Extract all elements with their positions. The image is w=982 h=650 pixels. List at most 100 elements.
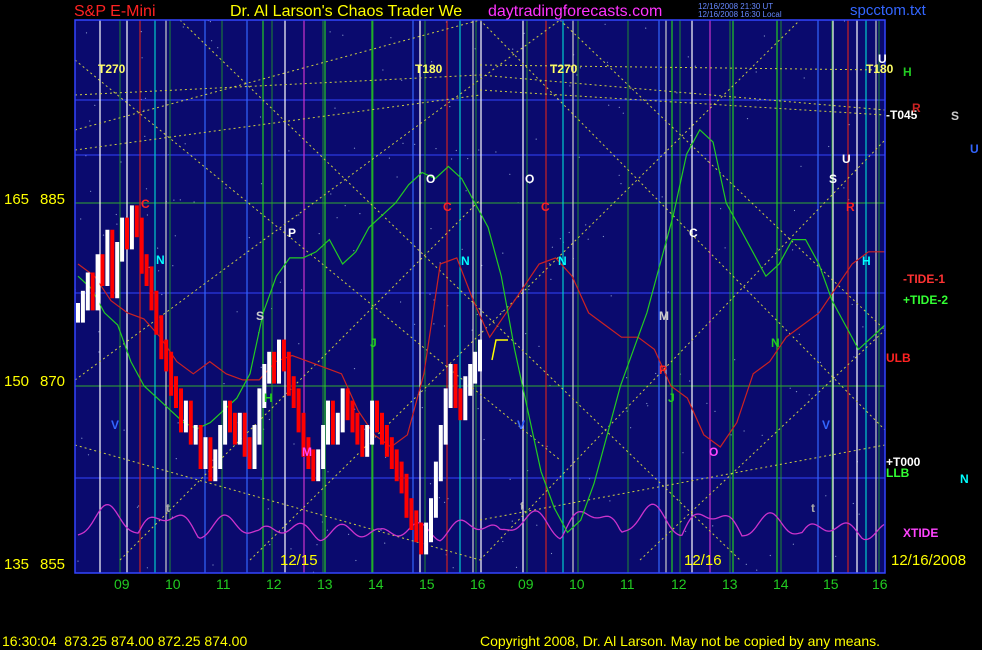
star	[115, 213, 117, 216]
star	[173, 199, 175, 201]
date-label-1216: 12/16	[684, 552, 722, 569]
star	[576, 74, 578, 76]
star	[184, 143, 186, 145]
star	[477, 408, 479, 410]
star	[316, 544, 318, 546]
star	[438, 497, 440, 499]
diagonal-line	[479, 20, 885, 431]
star	[502, 540, 504, 543]
star	[161, 293, 163, 296]
x-tick-label: 13	[317, 576, 333, 592]
symbol-title: S&P E-Mini	[74, 3, 156, 20]
star	[334, 107, 336, 109]
star	[769, 554, 771, 557]
star	[138, 505, 140, 507]
tide2-line	[77, 128, 885, 534]
star	[326, 529, 328, 531]
date-label-1215: 12/15	[280, 552, 318, 569]
star	[421, 407, 423, 409]
flux-letter: t	[811, 501, 815, 515]
star	[559, 238, 562, 240]
star	[146, 214, 148, 216]
star	[223, 383, 225, 385]
star	[174, 235, 176, 237]
star	[579, 67, 582, 69]
star	[546, 445, 548, 447]
star	[290, 548, 292, 550]
star	[622, 112, 624, 114]
star	[755, 71, 757, 73]
star	[630, 427, 632, 429]
star	[211, 40, 213, 42]
star	[90, 190, 92, 192]
star	[551, 246, 554, 248]
star	[792, 249, 794, 251]
diagonal-line	[479, 444, 885, 521]
flux-letter: H	[264, 391, 273, 405]
flux-letter: P	[288, 226, 296, 240]
star	[182, 26, 184, 28]
star	[259, 116, 262, 118]
y-label-price-2: 855	[40, 556, 65, 573]
star	[140, 31, 142, 33]
star	[77, 560, 79, 562]
star	[655, 372, 657, 375]
star	[529, 182, 531, 184]
star	[298, 343, 300, 345]
star	[501, 310, 503, 313]
star	[661, 196, 663, 198]
flux-letter: S	[829, 172, 837, 186]
x-tick-label: 13	[722, 576, 738, 592]
star	[724, 247, 726, 249]
star	[455, 149, 457, 152]
star	[260, 478, 262, 480]
star	[380, 529, 382, 531]
star	[687, 56, 689, 58]
star	[843, 187, 845, 189]
star	[646, 402, 648, 405]
chart-title: Dr. Al Larson's Chaos Trader We	[230, 3, 462, 20]
star	[502, 252, 504, 254]
right-label: +TIDE-2	[903, 293, 948, 307]
star	[116, 223, 118, 225]
star	[429, 293, 431, 295]
star	[342, 34, 344, 36]
star	[862, 326, 864, 328]
star	[451, 158, 453, 160]
star	[467, 158, 469, 160]
star	[269, 544, 271, 546]
right-label: -TIDE-1	[903, 272, 945, 286]
star	[712, 525, 714, 527]
star	[136, 506, 139, 508]
cycle-marker-t180-a: T180	[415, 62, 443, 76]
star	[157, 247, 159, 249]
x-tick-label: 14	[773, 576, 789, 592]
star	[444, 501, 446, 503]
star	[602, 235, 605, 238]
flux-letter: C	[541, 200, 550, 214]
x-tick-label: 16	[872, 576, 888, 592]
star	[81, 437, 83, 439]
x-tick-label: 10	[165, 576, 181, 592]
star	[509, 478, 511, 480]
x-tick-label: 09	[114, 576, 130, 592]
star	[430, 228, 432, 230]
star	[327, 471, 329, 473]
right-label: XTIDE	[903, 526, 938, 540]
flux-letter: U	[878, 52, 887, 66]
star	[604, 23, 606, 25]
flux-letter: V	[517, 418, 525, 432]
star	[689, 380, 691, 382]
star	[730, 434, 732, 436]
star	[89, 120, 91, 122]
star	[225, 187, 227, 189]
flux-letter: J	[668, 391, 675, 405]
star	[148, 266, 150, 268]
star	[819, 361, 822, 363]
cycle-marker-t270-a: T270	[98, 62, 126, 76]
star	[401, 79, 403, 81]
star	[585, 224, 587, 226]
